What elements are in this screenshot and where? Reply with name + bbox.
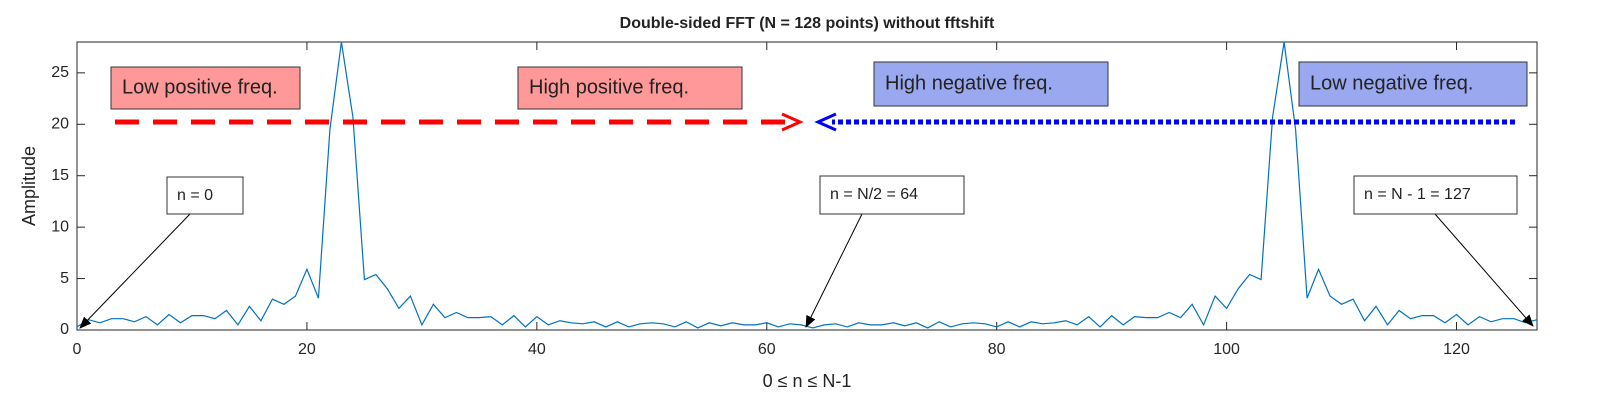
y-tick-label: 15 [51, 167, 69, 184]
x-tick-label: 60 [758, 341, 776, 358]
x-tick-label: 100 [1213, 341, 1240, 358]
annotation-box [1353, 175, 1518, 215]
y-tick-label: 0 [60, 321, 69, 338]
x-tick-label: 40 [528, 341, 546, 358]
annotation: n = N/2 = 64 [830, 186, 918, 203]
x-tick-label: 80 [988, 341, 1006, 358]
pointer-arrow [1434, 213, 1534, 327]
annotation-box [166, 176, 244, 215]
annotation: n = 0 [177, 187, 213, 204]
annotation: Low positive freq. [122, 76, 278, 98]
annotation-box [110, 66, 301, 110]
y-tick-label: 5 [60, 270, 69, 287]
y-axis-label: Amplitude [19, 146, 39, 226]
plot-area [76, 41, 1538, 331]
positive-arrowhead [781, 112, 804, 132]
negative-arrowhead [814, 112, 837, 132]
y-tick-label: 20 [51, 116, 69, 133]
y-tick-label: 10 [51, 218, 69, 235]
x-tick-label: 20 [298, 341, 316, 358]
plot: 0 20 40 60 80 100 120 0 5 10 15 20 25 [51, 41, 1538, 358]
pointer-arrow [79, 213, 191, 329]
annotation-box [1298, 61, 1528, 107]
x-axis-label: 0 ≤ n ≤ N-1 [763, 371, 852, 391]
pointer-arrow [805, 213, 863, 328]
chart-title: Double-sided FFT (N = 128 points) withou… [620, 15, 995, 32]
y-tick-label: 25 [51, 64, 69, 81]
annotation-box [819, 175, 965, 215]
annotation-box [517, 66, 743, 110]
x-tick-label: 120 [1443, 341, 1470, 358]
x-tick-label: 0 [73, 341, 82, 358]
annotation: High negative freq. [885, 72, 1053, 94]
annotation: High positive freq. [529, 76, 689, 98]
annotation: n = N - 1 = 127 [1364, 186, 1471, 203]
annotation: Low negative freq. [1310, 72, 1473, 94]
annotation-box [873, 61, 1109, 107]
